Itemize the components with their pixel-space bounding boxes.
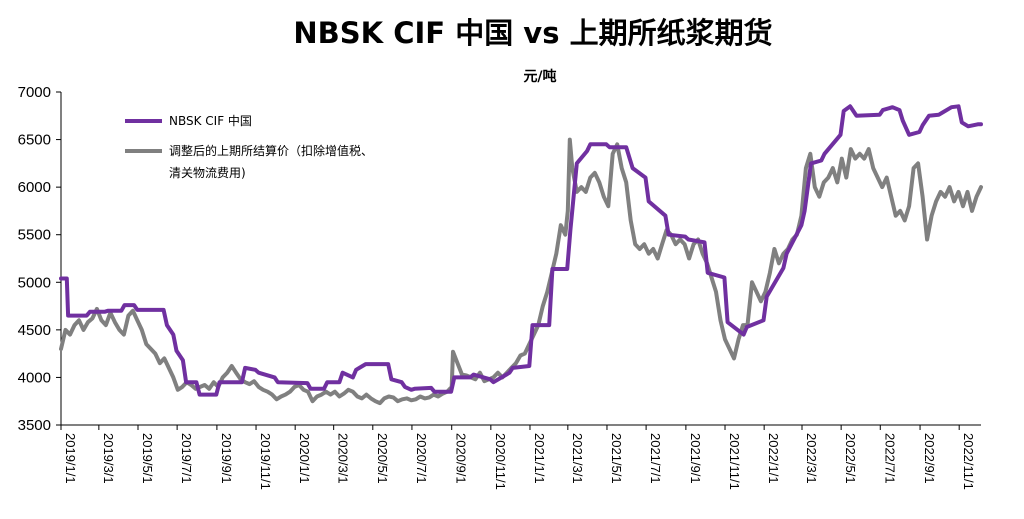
series-line-nbsk-cif-china (59, 104, 983, 397)
x-tick-label: 2020/11/1 (493, 433, 508, 490)
x-tick-label: 2022/7/1 (882, 433, 897, 484)
x-tick-label: 2020/3/1 (336, 433, 351, 484)
x-tick-label: 2022/5/1 (843, 433, 858, 484)
legend: NBSK CIF 中国 调整后的上期所结算价（扣除增值税、 清关物流费用) (125, 113, 373, 180)
x-tick-label: 2019/1/1 (63, 433, 78, 484)
x-tick-label: 2021/9/1 (688, 433, 703, 484)
legend-label-shfe: 调整后的上期所结算价（扣除增值税、 (169, 143, 373, 158)
series-line-shfe-adjusted (59, 137, 983, 406)
x-tick-label: 2021/3/1 (570, 433, 585, 484)
y-axis-unit-label: 元/吨 (523, 69, 557, 85)
plot-area: 3500 4000 4500 5000 5500 6000 6500 7000 2019/1/1… (18, 84, 983, 490)
x-tick-label: 2019/5/1 (140, 433, 155, 484)
x-tick-label: 2021/7/1 (648, 433, 663, 484)
legend-label-nbsk: NBSK CIF 中国 (169, 113, 252, 128)
y-tick-label: 4500 (18, 322, 51, 339)
x-tick-label: 2022/11/1 (961, 433, 976, 490)
x-tick-label: 2020/1/1 (297, 433, 312, 484)
y-tick-label: 5000 (18, 274, 51, 291)
chart-title: NBSK CIF 中国 vs 上期所纸浆期货 (293, 16, 773, 50)
x-tick-label: 2022/9/1 (922, 433, 937, 484)
legend-label-shfe-line2: 清关物流费用) (169, 166, 246, 180)
x-tick-label: 2021/11/1 (727, 433, 742, 490)
x-tick-label: 2019/9/1 (219, 433, 234, 484)
x-tick-label: 2021/5/1 (609, 433, 624, 484)
y-tick-label: 4000 (18, 369, 51, 386)
x-tick-label: 2021/1/1 (532, 433, 547, 484)
x-tick-label: 2019/3/1 (101, 433, 116, 484)
x-tick-label: 2019/11/1 (258, 433, 273, 490)
x-tick-label: 2020/5/1 (375, 433, 390, 484)
y-tick-label: 6000 (18, 179, 51, 196)
x-tick-label: 2019/7/1 (179, 433, 194, 484)
y-tick-label: 7000 (18, 84, 51, 101)
x-tick-label: 2020/9/1 (454, 433, 469, 484)
x-tick-label: 2020/7/1 (414, 433, 429, 484)
x-tick-label: 2022/3/1 (804, 433, 819, 484)
y-tick-label: 5500 (18, 227, 51, 244)
y-tick-label: 6500 (18, 132, 51, 149)
y-tick-label: 3500 (18, 417, 51, 434)
x-tick-label: 2022/1/1 (766, 433, 781, 484)
